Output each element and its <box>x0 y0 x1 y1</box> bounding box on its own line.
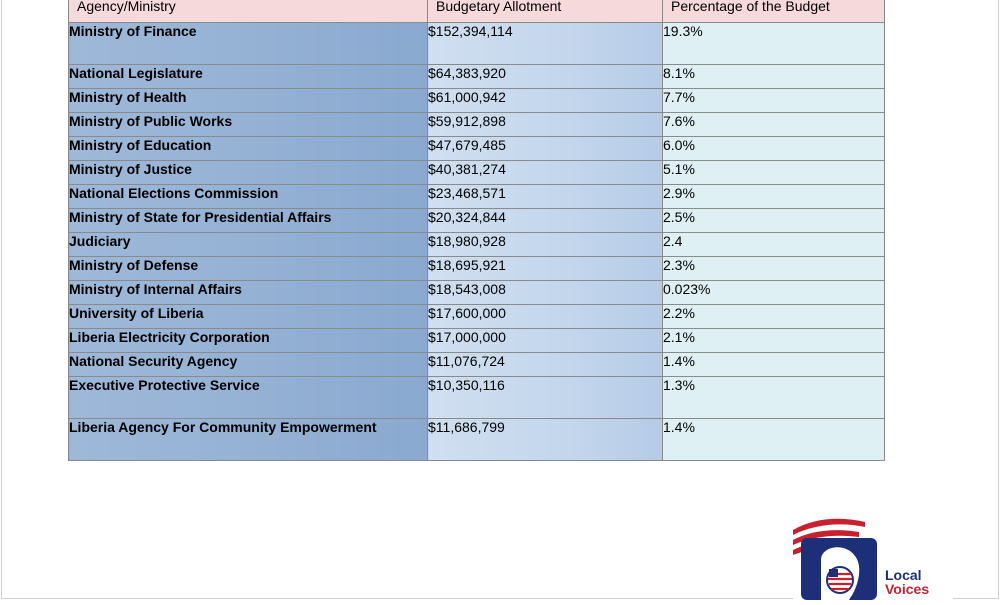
allotment-cell: $10,350,116 <box>427 376 663 419</box>
agency-cell: University of Liberia <box>68 304 428 329</box>
allotment-cell: $20,324,844 <box>427 208 663 233</box>
agency-cell: Ministry of Internal Affairs <box>68 280 428 305</box>
table-row: Ministry of Finance $152,394,114 19.3% <box>68 22 885 65</box>
header-percentage: Percentage of the Budget <box>662 0 885 23</box>
percentage-cell: 2.5% <box>662 208 885 233</box>
percentage-cell: 0.023% <box>662 280 885 305</box>
percentage-cell: 2.1% <box>662 328 885 353</box>
logo-text: Local Voices <box>885 568 929 596</box>
allotment-cell: $18,695,921 <box>427 256 663 281</box>
percentage-cell: 1.3% <box>662 376 885 419</box>
percentage-cell: 2.4 <box>662 232 885 257</box>
percentage-cell: 7.7% <box>662 88 885 113</box>
allotment-cell: $40,381,274 <box>427 160 663 185</box>
allotment-cell: $17,600,000 <box>427 304 663 329</box>
allotment-cell: $11,076,724 <box>427 352 663 377</box>
table-row: National Security Agency $11,076,724 1.4% <box>68 352 885 377</box>
percentage-cell: 2.2% <box>662 304 885 329</box>
allotment-cell: $59,912,898 <box>427 112 663 137</box>
table-row: Liberia Electricity Corporation $17,000,0… <box>68 328 885 353</box>
percentage-cell: 8.1% <box>662 64 885 89</box>
table-row: Ministry of Internal Affairs $18,543,008 0… <box>68 280 885 305</box>
budget-table: Agency/Ministry Budgetary Allotment Perc… <box>68 0 885 461</box>
allotment-cell: $17,000,000 <box>427 328 663 353</box>
agency-cell: Executive Protective Service <box>68 376 428 419</box>
table-row: University of Liberia $17,600,000 2.2% <box>68 304 885 329</box>
table-row: National Legislature $64,383,920 8.1% <box>68 64 885 89</box>
percentage-cell: 7.6% <box>662 112 885 137</box>
allotment-cell: $11,686,799 <box>427 418 663 461</box>
agency-cell: National Legislature <box>68 64 428 89</box>
percentage-cell: 6.0% <box>662 136 885 161</box>
agency-cell: National Elections Commission <box>68 184 428 209</box>
allotment-cell: $61,000,942 <box>427 88 663 113</box>
table-row: Ministry of State for Presidential Affai… <box>68 208 885 233</box>
local-voices-logo: Local Voices <box>793 508 953 600</box>
percentage-cell: 2.9% <box>662 184 885 209</box>
logo-voices: Voices <box>885 581 930 597</box>
agency-cell: Ministry of Education <box>68 136 428 161</box>
table-row: National Elections Commission $23,468,571… <box>68 184 885 209</box>
agency-cell: Ministry of Public Works <box>68 112 428 137</box>
agency-cell: Liberia Agency For Community Empowerment <box>68 418 428 461</box>
header-agency: Agency/Ministry <box>68 0 428 23</box>
table-row: Executive Protective Service $10,350,116 1… <box>68 376 885 419</box>
allotment-cell: $23,468,571 <box>427 184 663 209</box>
logo-local: Local <box>885 567 922 583</box>
agency-cell: Judiciary <box>68 232 428 257</box>
allotment-cell: $64,383,920 <box>427 64 663 89</box>
table-header-row: Agency/Ministry Budgetary Allotment Perc… <box>68 0 885 23</box>
percentage-cell: 19.3% <box>662 22 885 65</box>
agency-cell: Ministry of Defense <box>68 256 428 281</box>
agency-cell: Ministry of Health <box>68 88 428 113</box>
agency-cell: Ministry of State for Presidential Affai… <box>68 208 428 233</box>
allotment-cell: $18,980,928 <box>427 232 663 257</box>
local-voices-emblem-icon <box>793 518 877 600</box>
header-allotment: Budgetary Allotment <box>427 0 663 23</box>
table-row: Ministry of Education $47,679,485 6.0% <box>68 136 885 161</box>
allotment-cell: $47,679,485 <box>427 136 663 161</box>
table-row: Ministry of Justice $40,381,274 5.1% <box>68 160 885 185</box>
allotment-cell: $18,543,008 <box>427 280 663 305</box>
percentage-cell: 5.1% <box>662 160 885 185</box>
agency-cell: National Security Agency <box>68 352 428 377</box>
table-row: Ministry of Health $61,000,942 7.7% <box>68 88 885 113</box>
table-body: Ministry of Finance $152,394,114 19.3% Nati… <box>68 22 885 461</box>
table-row: Judiciary $18,980,928 2.4 <box>68 232 885 257</box>
agency-cell: Ministry of Justice <box>68 160 428 185</box>
percentage-cell: 1.4% <box>662 352 885 377</box>
table-row: Ministry of Defense $18,695,921 2.3% <box>68 256 885 281</box>
table-row: Ministry of Public Works $59,912,898 7.6% <box>68 112 885 137</box>
percentage-cell: 2.3% <box>662 256 885 281</box>
agency-cell: Liberia Electricity Corporation <box>68 328 428 353</box>
table-row: Liberia Agency For Community Empowerment… <box>68 418 885 461</box>
allotment-cell: $152,394,114 <box>427 22 663 65</box>
percentage-cell: 1.4% <box>662 418 885 461</box>
agency-cell: Ministry of Finance <box>68 22 428 65</box>
